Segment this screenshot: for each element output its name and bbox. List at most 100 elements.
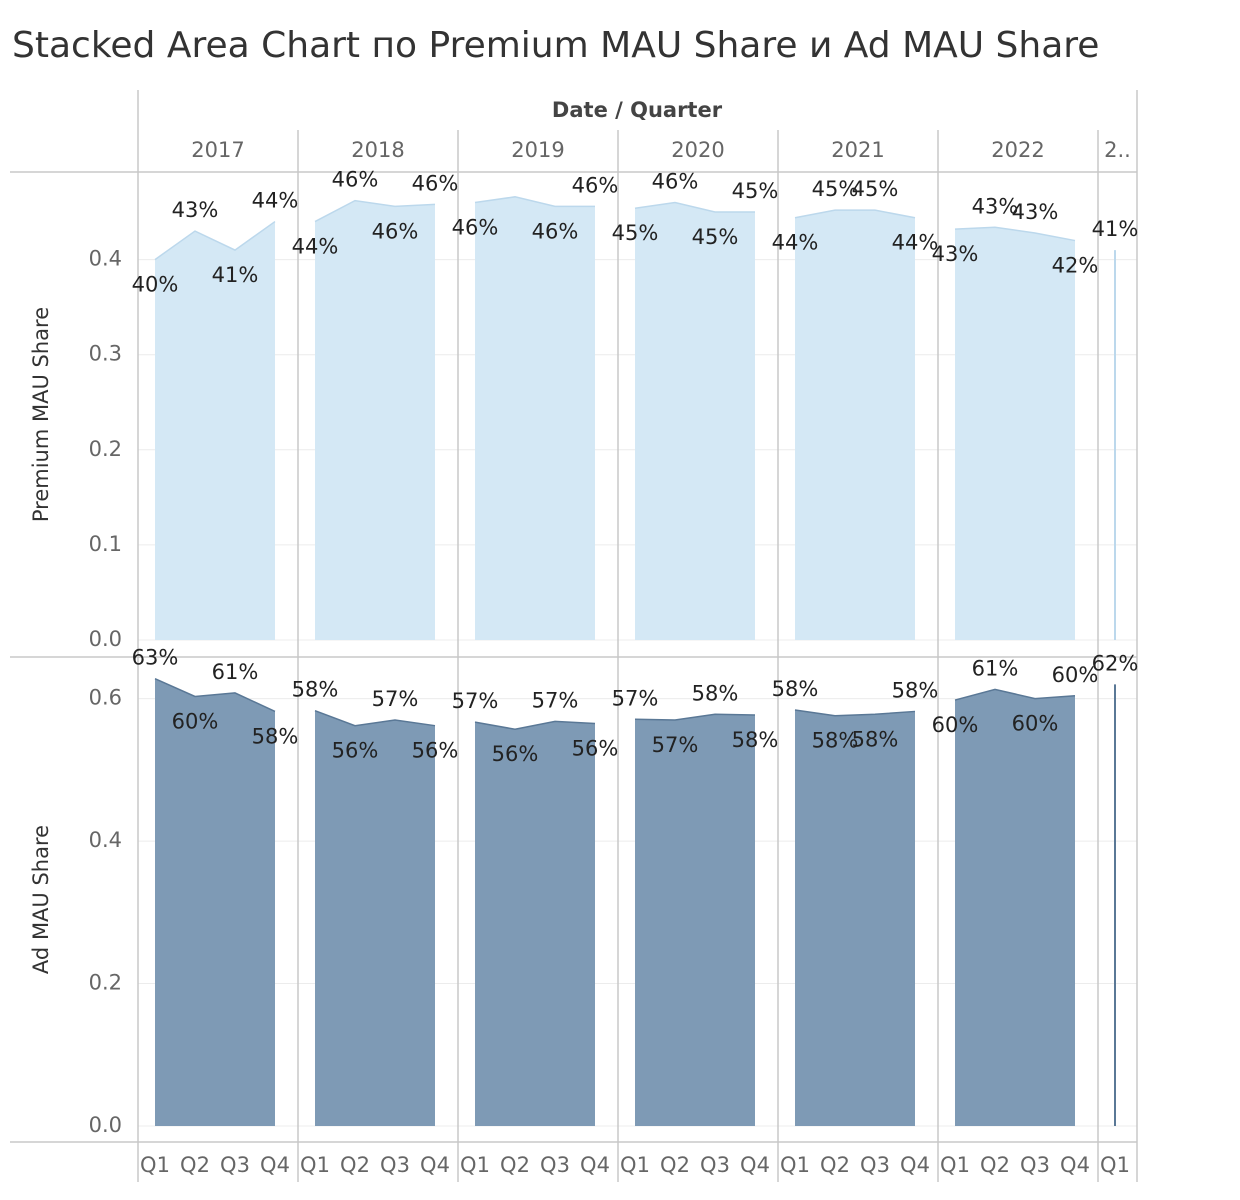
data-label: 58% bbox=[812, 729, 859, 753]
y-tick-label: 0.4 bbox=[89, 247, 122, 271]
x-tick-label: Q1 bbox=[1100, 1153, 1130, 1177]
area bbox=[635, 714, 755, 1126]
y-axis-title: Premium MAU Share bbox=[29, 307, 53, 522]
data-label: 62% bbox=[1092, 651, 1139, 675]
x-tick-label: Q1 bbox=[780, 1153, 810, 1177]
area-line bbox=[314, 199, 436, 223]
y-tick-label: 0.0 bbox=[89, 627, 122, 651]
area-line bbox=[794, 709, 916, 717]
data-label: 43% bbox=[932, 242, 979, 266]
data-label: 45% bbox=[852, 177, 899, 201]
x-tick-label: Q2 bbox=[820, 1153, 850, 1177]
y-tick-label: 0.1 bbox=[89, 532, 122, 556]
data-label: 58% bbox=[692, 681, 739, 705]
data-label: 56% bbox=[572, 737, 619, 761]
x-tick-label: Q4 bbox=[260, 1153, 290, 1177]
data-label: 46% bbox=[652, 170, 699, 194]
y-tick-label: 0.2 bbox=[89, 971, 122, 995]
data-label: 57% bbox=[652, 733, 699, 757]
y-tick-label: 0.6 bbox=[89, 686, 122, 710]
data-label: 56% bbox=[412, 739, 459, 763]
x-tick-label: Q2 bbox=[980, 1153, 1010, 1177]
data-label: 41% bbox=[212, 263, 259, 287]
data-label: 58% bbox=[732, 728, 779, 752]
y-axis-title: Ad MAU Share bbox=[29, 825, 53, 974]
x-tick-label: Q1 bbox=[300, 1153, 330, 1177]
chart-title: Stacked Area Chart по Premium MAU Share … bbox=[12, 25, 1099, 66]
data-label: 60% bbox=[172, 709, 219, 733]
x-tick-label: Q2 bbox=[180, 1153, 210, 1177]
year-label: 2017 bbox=[191, 138, 244, 162]
data-label: 56% bbox=[332, 739, 379, 763]
data-label: 46% bbox=[412, 171, 459, 195]
area-line bbox=[474, 196, 595, 208]
x-tick-label: Q1 bbox=[940, 1153, 970, 1177]
area bbox=[315, 710, 435, 1126]
data-label: 60% bbox=[932, 713, 979, 737]
data-label: 44% bbox=[772, 231, 819, 255]
data-label: 57% bbox=[612, 686, 659, 710]
data-label: 58% bbox=[252, 724, 299, 748]
data-label: 43% bbox=[172, 198, 219, 222]
year-label: 2019 bbox=[511, 138, 564, 162]
area bbox=[795, 210, 915, 640]
data-label: 61% bbox=[972, 656, 1019, 680]
area bbox=[635, 202, 755, 640]
y-tick-label: 0.2 bbox=[89, 437, 122, 461]
data-label: 46% bbox=[532, 219, 579, 243]
x-tick-label: Q3 bbox=[540, 1153, 570, 1177]
area-line bbox=[794, 209, 916, 219]
data-label: 46% bbox=[372, 219, 419, 243]
area-line bbox=[954, 226, 1076, 242]
area-line bbox=[154, 220, 276, 261]
data-label: 43% bbox=[972, 194, 1019, 218]
column-header: Date / Quarter bbox=[552, 98, 723, 122]
data-label: 58% bbox=[852, 727, 899, 751]
area bbox=[475, 196, 595, 640]
x-tick-label: Q1 bbox=[460, 1153, 490, 1177]
x-tick-label: Q3 bbox=[860, 1153, 890, 1177]
area bbox=[795, 710, 915, 1126]
data-label: 63% bbox=[132, 646, 179, 670]
year-label: 2021 bbox=[831, 138, 884, 162]
area-line bbox=[474, 720, 596, 731]
x-tick-label: Q4 bbox=[420, 1153, 450, 1177]
x-tick-label: Q3 bbox=[700, 1153, 730, 1177]
year-label: 2.. bbox=[1104, 138, 1131, 162]
area bbox=[475, 721, 595, 1126]
area-line bbox=[314, 710, 436, 727]
data-label: 58% bbox=[292, 678, 339, 702]
data-label: 45% bbox=[612, 221, 659, 245]
data-label: 45% bbox=[732, 179, 779, 203]
x-tick-label: Q4 bbox=[740, 1153, 770, 1177]
data-label: 42% bbox=[1052, 254, 1099, 278]
y-tick-label: 0.0 bbox=[89, 1113, 122, 1137]
data-label: 45% bbox=[692, 225, 739, 249]
area bbox=[315, 200, 435, 640]
data-label: 44% bbox=[892, 231, 939, 255]
x-tick-label: Q3 bbox=[1020, 1153, 1050, 1177]
y-tick-label: 0.3 bbox=[89, 342, 122, 366]
data-label: 57% bbox=[452, 689, 499, 713]
data-label: 60% bbox=[1012, 712, 1059, 736]
data-label: 46% bbox=[572, 173, 619, 197]
area-line bbox=[634, 713, 756, 721]
data-label: 58% bbox=[892, 678, 939, 702]
area-line bbox=[954, 688, 1076, 701]
x-tick-label: Q3 bbox=[220, 1153, 250, 1177]
data-label: 44% bbox=[252, 189, 299, 213]
x-tick-label: Q4 bbox=[580, 1153, 610, 1177]
x-tick-label: Q2 bbox=[500, 1153, 530, 1177]
data-label: 44% bbox=[292, 235, 339, 259]
x-tick-label: Q4 bbox=[1060, 1153, 1090, 1177]
data-label: 60% bbox=[1052, 663, 1099, 687]
year-label: 2020 bbox=[671, 138, 724, 162]
x-tick-label: Q1 bbox=[140, 1153, 170, 1177]
data-label: 40% bbox=[132, 273, 179, 297]
x-tick-label: Q2 bbox=[660, 1153, 690, 1177]
data-label: 43% bbox=[1012, 200, 1059, 224]
area bbox=[155, 221, 275, 640]
data-label: 57% bbox=[372, 687, 419, 711]
x-tick-label: Q4 bbox=[900, 1153, 930, 1177]
